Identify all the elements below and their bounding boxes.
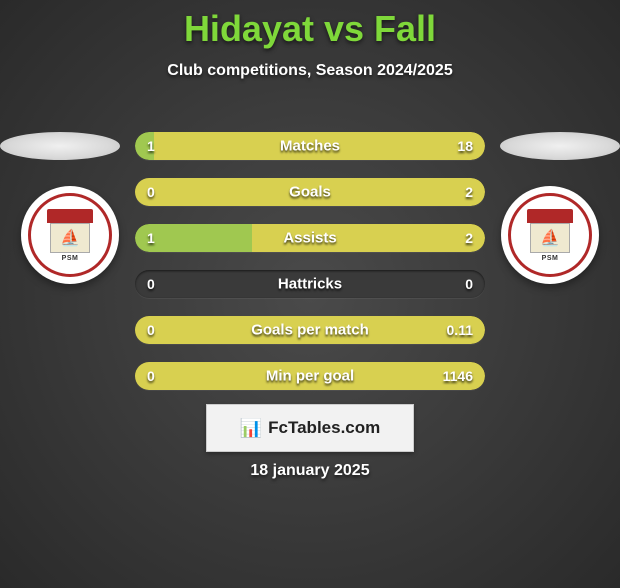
stat-label: Hattricks bbox=[278, 276, 342, 293]
stat-row: Assists 1 2 bbox=[135, 224, 485, 252]
stat-value-right: 2 bbox=[465, 184, 473, 200]
stat-row: Hattricks 0 0 bbox=[135, 270, 485, 298]
stat-label: Min per goal bbox=[266, 368, 354, 385]
player-disc-left bbox=[0, 132, 120, 160]
chart-icon: 📊 bbox=[240, 418, 262, 439]
ship-icon: ⛵ bbox=[540, 228, 560, 248]
stat-label: Matches bbox=[280, 138, 340, 155]
date-label: 18 january 2025 bbox=[250, 462, 369, 480]
stat-row: Matches 1 18 bbox=[135, 132, 485, 160]
stat-value-left: 0 bbox=[147, 184, 155, 200]
ship-icon: ⛵ bbox=[60, 228, 80, 248]
player-disc-right bbox=[500, 132, 620, 160]
team-badge-right: ⛵ PSM bbox=[501, 186, 599, 284]
stat-label: Assists bbox=[283, 230, 336, 247]
stat-value-right: 0 bbox=[465, 276, 473, 292]
team-badge-left: ⛵ PSM bbox=[21, 186, 119, 284]
page-subtitle: Club competitions, Season 2024/2025 bbox=[0, 62, 620, 80]
stat-value-right: 0.11 bbox=[447, 322, 473, 338]
stat-row: Min per goal 0 1146 bbox=[135, 362, 485, 390]
badge-abbr: PSM bbox=[542, 255, 559, 262]
stat-row: Goals per match 0 0.11 bbox=[135, 316, 485, 344]
stats-bars: Matches118Goals02Assists12Hattricks00Goa… bbox=[135, 132, 485, 408]
stat-label: Goals per match bbox=[251, 322, 369, 339]
stat-value-left: 0 bbox=[147, 276, 155, 292]
stat-value-left: 1 bbox=[147, 138, 155, 154]
page-title: Hidayat vs Fall bbox=[0, 8, 620, 50]
stat-value-left: 0 bbox=[147, 322, 155, 338]
stat-value-right: 1146 bbox=[443, 368, 473, 384]
stat-label: Goals bbox=[289, 184, 331, 201]
brand-box: 📊 FcTables.com bbox=[206, 404, 414, 452]
stat-row: Goals 0 2 bbox=[135, 178, 485, 206]
badge-abbr: PSM bbox=[62, 255, 79, 262]
brand-text: FcTables.com bbox=[268, 418, 380, 438]
stat-value-left: 1 bbox=[147, 230, 155, 246]
stat-value-right: 2 bbox=[465, 230, 473, 246]
stat-value-right: 18 bbox=[457, 138, 473, 154]
stat-value-left: 0 bbox=[147, 368, 155, 384]
